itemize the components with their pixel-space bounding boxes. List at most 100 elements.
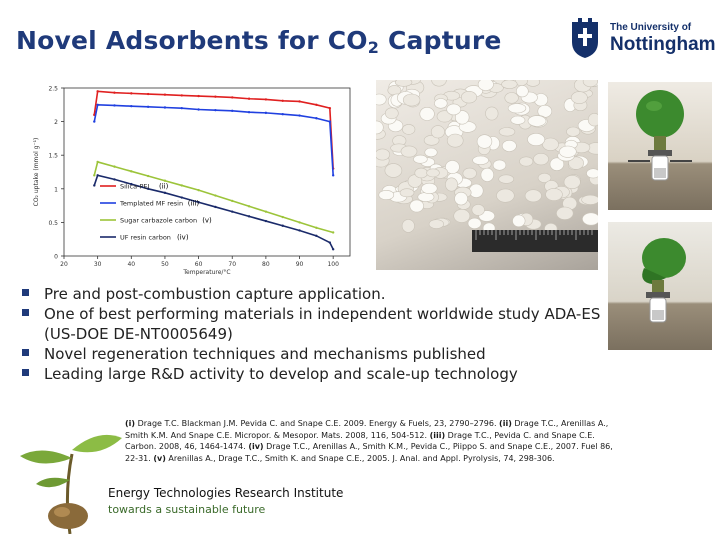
balloon-reactor-image-2 bbox=[642, 238, 686, 323]
data-point bbox=[264, 111, 268, 115]
reactor-photo-2 bbox=[608, 222, 712, 350]
data-point bbox=[130, 104, 133, 108]
reference-text: Drage T.C., Arenillas A., Smith K.M. And… bbox=[125, 419, 609, 440]
data-point bbox=[328, 120, 332, 123]
y-tick-label: 2.5 bbox=[48, 86, 58, 93]
pellet bbox=[537, 172, 552, 183]
data-point bbox=[264, 210, 268, 213]
pellet bbox=[462, 167, 477, 179]
data-point bbox=[197, 108, 200, 111]
institute-tagline: towards a sustainable future bbox=[108, 503, 266, 516]
data-point bbox=[231, 109, 234, 113]
reference-item: (ii) Drage T.C., Arenillas A., Smith K.M… bbox=[125, 419, 608, 440]
pellet bbox=[516, 85, 529, 98]
legend-label: Silica-PEI bbox=[120, 183, 149, 191]
pellet bbox=[446, 133, 464, 148]
pellet bbox=[586, 168, 598, 179]
title-subscript: 2 bbox=[367, 38, 380, 57]
pellet bbox=[477, 80, 494, 91]
data-point bbox=[231, 96, 234, 99]
data-point bbox=[315, 103, 318, 106]
data-point bbox=[331, 174, 335, 177]
chart-legend: Silica-PEI (ii) Templated MF resin (iii) Sug… bbox=[100, 183, 212, 242]
pellet bbox=[526, 80, 540, 87]
reference-text: Drage T.C. Blackman J.M. Pevida C. and S… bbox=[135, 419, 500, 428]
pellet bbox=[399, 188, 415, 198]
y-tick-label: 1 bbox=[54, 186, 58, 193]
bullet-item: Pre and post-combustion capture applicat… bbox=[22, 284, 602, 304]
data-point bbox=[231, 199, 234, 203]
pellet bbox=[587, 113, 598, 127]
data-point bbox=[146, 105, 150, 109]
data-point bbox=[298, 114, 301, 117]
pellet bbox=[556, 206, 574, 220]
pellet bbox=[417, 192, 435, 202]
data-point bbox=[197, 201, 200, 204]
bullet-text: Leading large R&D activity to develop an… bbox=[44, 365, 518, 383]
data-point bbox=[96, 103, 99, 106]
x-tick-label: 90 bbox=[296, 261, 304, 268]
data-point bbox=[247, 205, 251, 208]
y-tick-label: 0 bbox=[54, 254, 58, 261]
data-point bbox=[298, 100, 301, 103]
data-point bbox=[180, 94, 183, 97]
pellet bbox=[582, 212, 598, 226]
x-tick-label: 80 bbox=[262, 261, 270, 268]
pellet bbox=[467, 217, 482, 229]
pellet bbox=[527, 132, 546, 146]
reference-item: (i) Drage T.C. Blackman J.M. Pevida C. a… bbox=[125, 419, 499, 428]
pellet bbox=[385, 107, 399, 120]
pellet bbox=[409, 199, 424, 213]
pellet bbox=[376, 120, 384, 135]
data-point bbox=[96, 90, 99, 93]
data-point bbox=[315, 226, 318, 229]
data-point bbox=[298, 229, 301, 232]
balloon-reactor-image-1 bbox=[628, 90, 692, 181]
pellet bbox=[476, 134, 493, 149]
pellet bbox=[426, 168, 440, 178]
pellet bbox=[542, 137, 559, 151]
reference-item: (iv) Drage T.C., Arenillas A., Smith K.M… bbox=[125, 442, 613, 463]
logo-line1: The University of bbox=[610, 22, 692, 33]
pellet bbox=[384, 163, 403, 178]
y-axis-label: CO₂ uptake (mmol g⁻¹) bbox=[33, 138, 40, 207]
bullet-marker bbox=[22, 349, 29, 356]
references: (i) Drage T.C. Blackman J.M. Pevida C. a… bbox=[125, 418, 615, 464]
crest-icon bbox=[572, 18, 598, 58]
data-point bbox=[247, 110, 251, 114]
pellet bbox=[533, 152, 549, 166]
data-point bbox=[163, 106, 167, 109]
y-tick-label: 1.5 bbox=[48, 153, 58, 160]
data-point bbox=[163, 191, 167, 195]
data-point bbox=[113, 178, 116, 181]
reference-number: (v) bbox=[153, 453, 166, 463]
data-point bbox=[197, 94, 200, 98]
slide-title: Novel Adsorbents for CO2 Capture bbox=[16, 26, 502, 57]
pellet bbox=[549, 157, 565, 171]
data-point bbox=[331, 231, 335, 234]
legend-label: Templated MF resin bbox=[119, 200, 183, 208]
bullet-list: Pre and post-combustion capture applicat… bbox=[22, 284, 602, 384]
pellet bbox=[453, 208, 471, 223]
logo-text: The University of Nottingham bbox=[610, 22, 716, 56]
pellet bbox=[428, 219, 445, 229]
x-tick-label: 70 bbox=[228, 261, 236, 268]
x-tick-label: 30 bbox=[94, 261, 102, 268]
pellet bbox=[501, 140, 517, 152]
data-point bbox=[96, 160, 99, 164]
pellet bbox=[498, 174, 514, 184]
bullet-item: One of best performing materials in inde… bbox=[22, 304, 602, 344]
x-axis-label: Temperature/°C bbox=[182, 269, 230, 276]
pellet bbox=[568, 156, 584, 170]
data-point bbox=[96, 174, 99, 177]
data-point bbox=[113, 165, 116, 168]
data-point bbox=[281, 113, 284, 116]
data-point bbox=[214, 108, 217, 112]
data-point bbox=[264, 219, 268, 223]
title-prefix: Novel Adsorbents for CO bbox=[16, 26, 368, 55]
pellet bbox=[498, 127, 516, 137]
data-point bbox=[113, 104, 116, 107]
pellet bbox=[430, 125, 445, 139]
pellet bbox=[421, 182, 438, 194]
pellet bbox=[512, 214, 526, 228]
